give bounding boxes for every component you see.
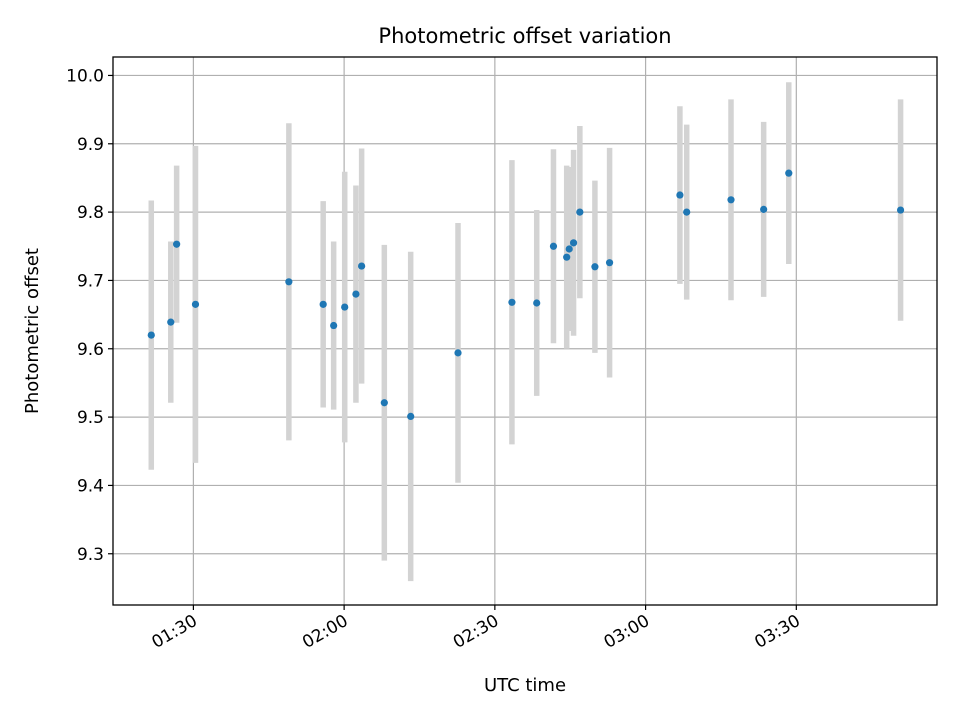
y-tick-label: 9.3 [77,545,104,565]
data-point [563,253,571,261]
data-point [285,278,293,286]
data-point [358,262,366,270]
data-point [319,300,327,308]
data-point [591,263,599,271]
y-tick-label: 9.5 [77,408,104,428]
data-point [147,331,155,339]
y-tick-label: 9.6 [77,340,104,360]
data-point [533,299,541,307]
data-point [683,208,691,216]
data-point [173,240,181,248]
plot-frame [112,56,938,606]
point-layer [147,169,905,421]
data-point [191,300,200,308]
data-point [576,208,584,216]
data-point [760,205,768,213]
y-tick-label: 9.9 [77,135,104,155]
data-point [785,169,793,177]
data-point [167,318,175,326]
data-point [380,399,388,407]
y-axis-label: Photometric offset [22,248,43,414]
data-point [896,206,905,214]
grid-layer [113,57,937,605]
data-point [676,191,684,199]
x-axis-label: UTC time [484,675,566,696]
data-point [605,259,614,267]
data-point [569,239,578,247]
data-point [341,303,349,311]
data-point [454,349,462,357]
data-point [565,245,573,253]
y-tick-label: 9.4 [77,476,104,496]
y-tick-label: 9.8 [77,203,104,223]
y-tick-label: 9.7 [77,271,104,291]
data-point [330,321,338,330]
data-point [508,298,516,306]
data-point [407,412,415,421]
chart-title: Photometric offset variation [378,24,671,48]
data-point [352,290,360,298]
data-point [549,242,558,250]
y-tick-label: 10.0 [66,66,104,86]
data-point [727,196,735,204]
